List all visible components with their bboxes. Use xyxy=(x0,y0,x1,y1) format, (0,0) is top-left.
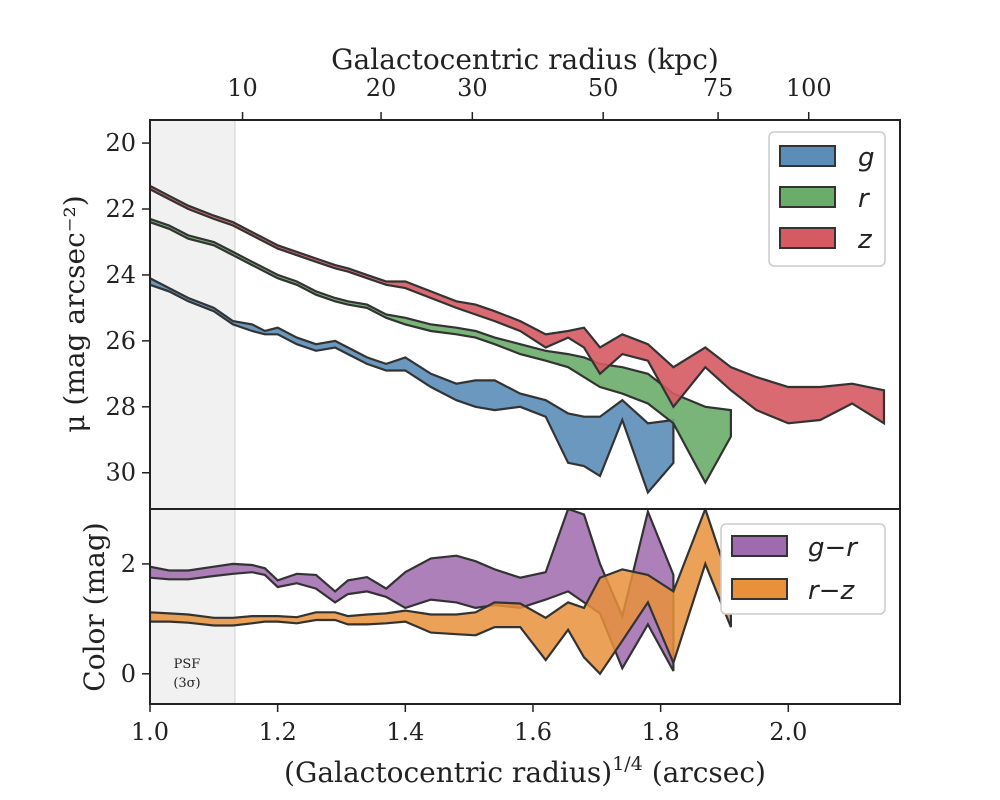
top-x-tick-label: 20 xyxy=(366,74,397,102)
legend-swatch-z xyxy=(779,227,836,249)
legend-swatch-g-minus-r xyxy=(731,535,788,557)
y-tick-label: 22 xyxy=(105,195,136,223)
x-tick-label: 2.0 xyxy=(769,718,807,746)
y-tick-label: 20 xyxy=(105,129,136,157)
legend-color: g−r r−z xyxy=(720,523,886,615)
x-axis-title-main: (Galactocentric radius) xyxy=(284,756,612,789)
y-tick-label: 24 xyxy=(105,261,136,289)
top-x-tick-label: 10 xyxy=(227,74,258,102)
y-tick-label: 0 xyxy=(121,660,136,688)
color-bands xyxy=(150,509,732,676)
surface-brightness-bands xyxy=(150,184,886,495)
top-axis-title: Galactocentric radius (kpc) xyxy=(331,43,719,76)
x-tick-label: 1.8 xyxy=(642,718,680,746)
top-y-ticks: 20 22 24 26 28 30 xyxy=(105,129,150,487)
bottom-panel-frame xyxy=(149,508,901,705)
y-axis-title-surface-brightness: μ (mag arcsec⁻²) xyxy=(58,195,91,432)
top-x-ticks: 10 20 30 50 75 100 xyxy=(227,74,832,120)
top-x-tick-label: 100 xyxy=(786,74,832,102)
top-x-tick-label: 75 xyxy=(703,74,734,102)
x-axis-title-exponent: 1/4 xyxy=(612,753,643,775)
y-tick-label: 2 xyxy=(121,550,136,578)
x-tick-label: 1.4 xyxy=(386,718,424,746)
band-g xyxy=(150,276,675,495)
bottom-y-ticks: 02 xyxy=(121,550,150,688)
x-axis-title-space xyxy=(643,756,652,789)
legend-swatch-g xyxy=(779,145,836,167)
legend-surface-brightness: grz xyxy=(768,131,886,267)
band-g-minus-r xyxy=(150,509,675,672)
legend-label-g: g xyxy=(858,143,875,173)
legend-label-g-minus-r: g−r xyxy=(808,533,859,563)
x-tick-label: 1.0 xyxy=(131,718,169,746)
x-tick-label: 1.2 xyxy=(259,718,297,746)
legend-label-z: z xyxy=(857,225,873,255)
legend-label-r-minus-z: r−z xyxy=(808,576,855,606)
psf-region-bottom xyxy=(150,509,235,704)
y-tick-label: 28 xyxy=(105,393,136,421)
y-tick-label: 30 xyxy=(105,459,136,487)
x-axis-title: (Galactocentric radius)1/4 (arcsec) xyxy=(284,753,766,789)
y-tick-label: 26 xyxy=(105,327,136,355)
top-x-tick-label: 30 xyxy=(457,74,488,102)
top-x-tick-label: 50 xyxy=(588,74,619,102)
bottom-x-ticks: 1.0 1.2 1.4 1.6 1.8 2.0 xyxy=(131,704,807,746)
x-tick-label: 1.6 xyxy=(514,718,552,746)
band-r-minus-z xyxy=(150,509,732,676)
psf-sublabel: (3σ) xyxy=(173,676,200,691)
legend-swatch-r xyxy=(779,186,836,208)
x-axis-title-unit: (arcsec) xyxy=(652,756,766,789)
legend-label-r: r xyxy=(858,184,871,214)
y-axis-title-color: Color (mag) xyxy=(78,522,111,691)
band-r xyxy=(150,217,732,485)
legend-swatch-r-minus-z xyxy=(731,578,788,600)
band-z xyxy=(150,184,886,426)
psf-label: PSF xyxy=(174,657,201,672)
